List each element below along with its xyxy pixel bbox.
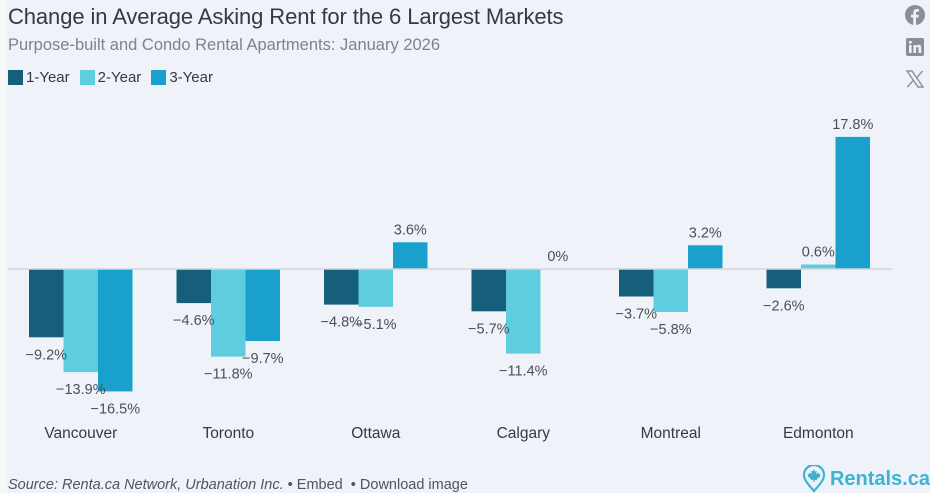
data-label: 0%	[547, 249, 568, 265]
facebook-icon[interactable]	[905, 5, 925, 25]
footer: Source: Renta.ca Network, Urbanation Inc…	[8, 477, 468, 493]
category-label: Montreal	[641, 425, 701, 442]
legend-swatch	[79, 70, 95, 85]
bar-montreal-2-year[interactable]	[653, 269, 689, 312]
bar-toronto-1-year[interactable]	[176, 269, 212, 304]
data-label: −5.1%	[355, 317, 397, 333]
bar-montreal-3-year[interactable]	[688, 245, 723, 269]
data-label: 17.8%	[832, 117, 873, 133]
category-label: Vancouver	[44, 425, 117, 442]
bar-edmonton-2-year[interactable]	[801, 264, 836, 270]
x-icon[interactable]	[905, 69, 925, 89]
data-label: −9.7%	[242, 351, 284, 367]
data-label: −3.7%	[616, 307, 658, 323]
rentals-ca-logo[interactable]: Rentals.ca	[802, 465, 930, 493]
maple-leaf-pin-icon	[802, 465, 826, 493]
social-share	[905, 5, 927, 101]
category-label: Calgary	[497, 425, 551, 442]
linkedin-icon[interactable]	[905, 37, 925, 57]
data-label: −9.2%	[26, 347, 68, 363]
bar-toronto-3-year[interactable]	[245, 269, 281, 341]
category-label: Edmonton	[783, 425, 854, 442]
bar-ottawa-2-year[interactable]	[358, 269, 394, 307]
source-note: Source: Renta.ca Network, Urbanation Inc…	[8, 477, 284, 493]
bar-vancouver-3-year[interactable]	[98, 269, 133, 392]
data-label: 0.6%	[802, 245, 835, 261]
legend-swatch	[151, 70, 167, 85]
legend-label: 1-Year	[26, 69, 70, 86]
data-label: −16.5%	[91, 401, 141, 417]
chart-subtitle: Purpose-built and Condo Rental Apartment…	[8, 36, 441, 54]
bar-edmonton-3-year[interactable]	[835, 136, 871, 269]
data-label: −13.9%	[56, 382, 106, 398]
embed-link[interactable]: Embed	[296, 477, 343, 493]
bar-calgary-1-year[interactable]	[471, 269, 507, 312]
separator: •	[287, 477, 293, 493]
legend-item-2-year[interactable]: 2-Year	[79, 69, 142, 86]
legend-item-1-year[interactable]: 1-Year	[8, 69, 70, 86]
legend-swatch	[8, 70, 23, 85]
logo-text: Rentals.ca	[829, 467, 930, 490]
category-label: Ottawa	[351, 425, 400, 442]
data-label: −2.6%	[763, 298, 805, 314]
data-label: −4.8%	[321, 315, 363, 331]
legend: 1-Year 2-Year 3-Year	[8, 69, 213, 86]
data-label: 3.6%	[394, 222, 427, 238]
chart-title: Change in Average Asking Rent for the 6 …	[8, 4, 564, 29]
bar-ottawa-1-year[interactable]	[324, 269, 359, 305]
download-image-link[interactable]: Download image	[359, 477, 468, 493]
bar-ottawa-3-year[interactable]	[393, 242, 428, 269]
bar-montreal-1-year[interactable]	[619, 269, 654, 297]
category-label: Toronto	[202, 425, 254, 442]
bar-toronto-2-year[interactable]	[211, 269, 246, 357]
data-label: −4.6%	[173, 313, 215, 329]
data-label: −11.4%	[499, 364, 548, 380]
data-label: 3.2%	[689, 225, 722, 241]
separator: •	[350, 477, 356, 493]
data-label: −11.8%	[204, 367, 253, 383]
bar-vancouver-2-year[interactable]	[63, 269, 99, 373]
bar-calgary-2-year[interactable]	[506, 269, 541, 354]
data-label: −5.8%	[650, 322, 692, 338]
bar-vancouver-1-year[interactable]	[29, 269, 64, 338]
data-label: −5.7%	[468, 321, 510, 337]
bar-edmonton-1-year[interactable]	[766, 269, 802, 289]
legend-item-3-year[interactable]: 3-Year	[151, 69, 213, 86]
legend-label: 3-Year	[169, 69, 213, 86]
legend-label: 2-Year	[97, 69, 142, 86]
